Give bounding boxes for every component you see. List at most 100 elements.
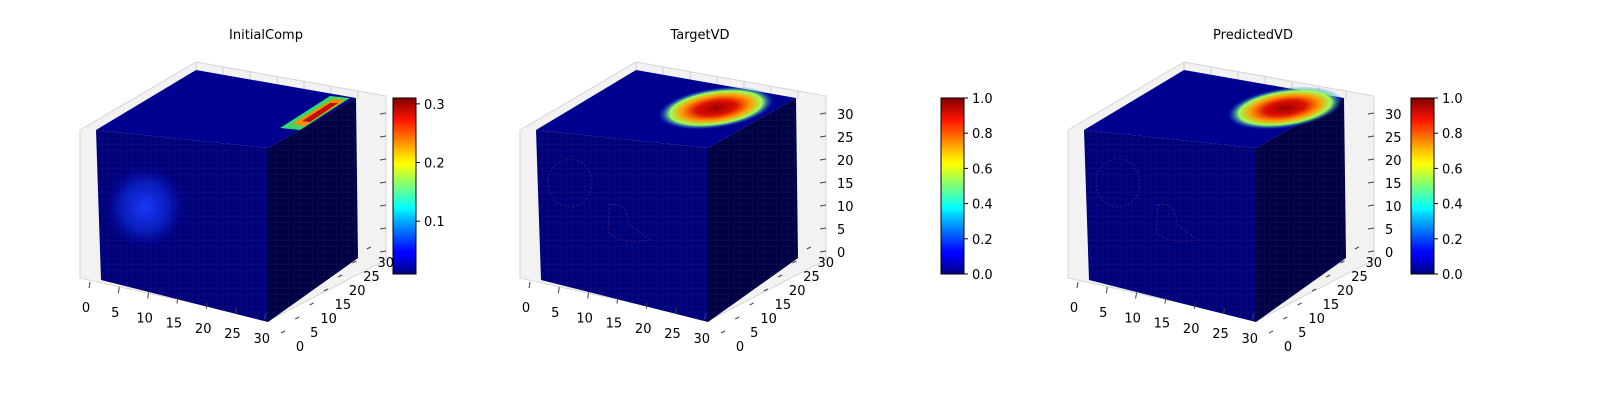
colorbar-tick-label: 1.0 xyxy=(972,92,993,107)
x-tick xyxy=(1223,307,1225,315)
x-tick-label: 15 xyxy=(166,317,183,332)
z-tick-label: 10 xyxy=(837,200,854,215)
x-tick-label: 20 xyxy=(635,322,652,337)
x-tick xyxy=(88,281,91,289)
z-tick xyxy=(379,227,387,230)
x-tick-label: 0 xyxy=(82,301,90,316)
colorbar-tick-label: 1.0 xyxy=(1442,92,1463,107)
x-tick-label: 25 xyxy=(1212,327,1229,342)
y-tick xyxy=(720,330,726,334)
colorbar-tick-label: 0.4 xyxy=(972,198,993,213)
z-tick xyxy=(819,250,827,253)
x-tick-label: 15 xyxy=(606,317,623,332)
z-tick xyxy=(379,250,387,253)
front-face-blob xyxy=(103,163,187,251)
z-tick xyxy=(379,112,387,115)
z-tick-label: 15 xyxy=(1385,177,1402,192)
colorbar xyxy=(392,97,417,275)
x-tick xyxy=(645,302,648,309)
colorbar-tick-label: 0.2 xyxy=(972,233,993,248)
x-tick xyxy=(587,292,590,299)
x-tick xyxy=(1252,313,1255,320)
x-tick xyxy=(704,313,707,320)
colorbar-tick-label: 0.0 xyxy=(1442,268,1463,283)
z-tick-label: 25 xyxy=(837,131,854,146)
y-tick xyxy=(352,260,357,264)
x-tick xyxy=(1105,287,1108,294)
y-tick xyxy=(1297,302,1302,306)
colorbar xyxy=(940,97,965,275)
y-tick xyxy=(792,260,797,264)
y-tick-label: 30 xyxy=(818,256,835,271)
x-tick-label: 5 xyxy=(111,306,119,321)
z-tick xyxy=(1367,135,1375,138)
y-tick-label: 30 xyxy=(378,256,395,271)
colorbar-tick-label: 0.8 xyxy=(1442,127,1463,142)
x-tick xyxy=(117,287,120,294)
x-tick-label: 0 xyxy=(522,301,530,316)
x-tick xyxy=(616,297,619,304)
z-tick-label: 5 xyxy=(1385,223,1393,238)
y-tick xyxy=(309,302,314,306)
front-outline-1 xyxy=(1095,158,1141,208)
cube-right-grid xyxy=(708,98,798,322)
x-tick-label: 5 xyxy=(551,306,559,321)
top-hotspot xyxy=(1227,86,1343,130)
y-tick-label: 5 xyxy=(310,326,318,341)
z-tick xyxy=(1367,112,1375,115)
x-tick xyxy=(235,307,237,315)
front-outline-1 xyxy=(547,158,593,208)
chart-title: TargetVD xyxy=(669,28,729,43)
x-tick xyxy=(675,307,677,315)
chart-title: PredictedVD xyxy=(1213,28,1293,43)
z-tick-label: 0 xyxy=(837,246,845,261)
z-tick xyxy=(1367,250,1375,253)
z-tick xyxy=(379,158,387,161)
cube-front-grid xyxy=(536,130,708,322)
y-tick-label: 25 xyxy=(363,270,380,285)
front-outline-2 xyxy=(1155,203,1200,242)
x-tick xyxy=(1135,292,1138,299)
top-hotspot-core xyxy=(302,103,338,122)
y-tick-label: 5 xyxy=(750,326,758,341)
colorbar-tick-label: 0.1 xyxy=(424,215,445,230)
y-tick-label: 5 xyxy=(1298,326,1306,341)
x-tick xyxy=(205,302,208,309)
z-tick xyxy=(819,227,827,230)
front-outline-2 xyxy=(607,203,652,242)
top-hotspot xyxy=(658,86,774,130)
x-tick-label: 30 xyxy=(1242,332,1259,347)
z-tick-label: 30 xyxy=(837,108,854,123)
cube-front-grid xyxy=(1084,130,1256,322)
x-tick xyxy=(1193,302,1196,309)
colorbar-tick-label: 0.6 xyxy=(1442,162,1463,177)
z-tick-label: 20 xyxy=(1385,154,1402,169)
x-tick-label: 25 xyxy=(664,327,681,342)
z-tick xyxy=(1367,158,1375,161)
x-tick xyxy=(147,292,150,299)
y-tick-label: 15 xyxy=(775,298,792,313)
z-tick-label: 10 xyxy=(1385,200,1402,215)
z-tick xyxy=(1367,227,1375,230)
y-tick xyxy=(1340,260,1345,264)
colorbar-tick-label: 0.4 xyxy=(1442,198,1463,213)
y-tick xyxy=(1354,246,1360,250)
y-tick xyxy=(280,330,286,334)
z-tick xyxy=(379,135,387,138)
y-tick-label: 0 xyxy=(296,340,304,355)
y-tick xyxy=(777,274,783,278)
x-tick xyxy=(264,313,267,320)
z-tick-label: 30 xyxy=(1385,108,1402,123)
colorbar-tick-label: 0.3 xyxy=(424,98,445,113)
x-tick-label: 25 xyxy=(224,327,241,342)
x-tick-label: 5 xyxy=(1099,306,1107,321)
z-tick xyxy=(379,204,387,207)
y-tick xyxy=(735,316,740,320)
y-tick xyxy=(295,316,300,320)
z-tick xyxy=(819,135,827,138)
x-tick-label: 20 xyxy=(1183,322,1200,337)
y-tick-label: 10 xyxy=(1308,312,1325,327)
y-tick xyxy=(1283,316,1288,320)
